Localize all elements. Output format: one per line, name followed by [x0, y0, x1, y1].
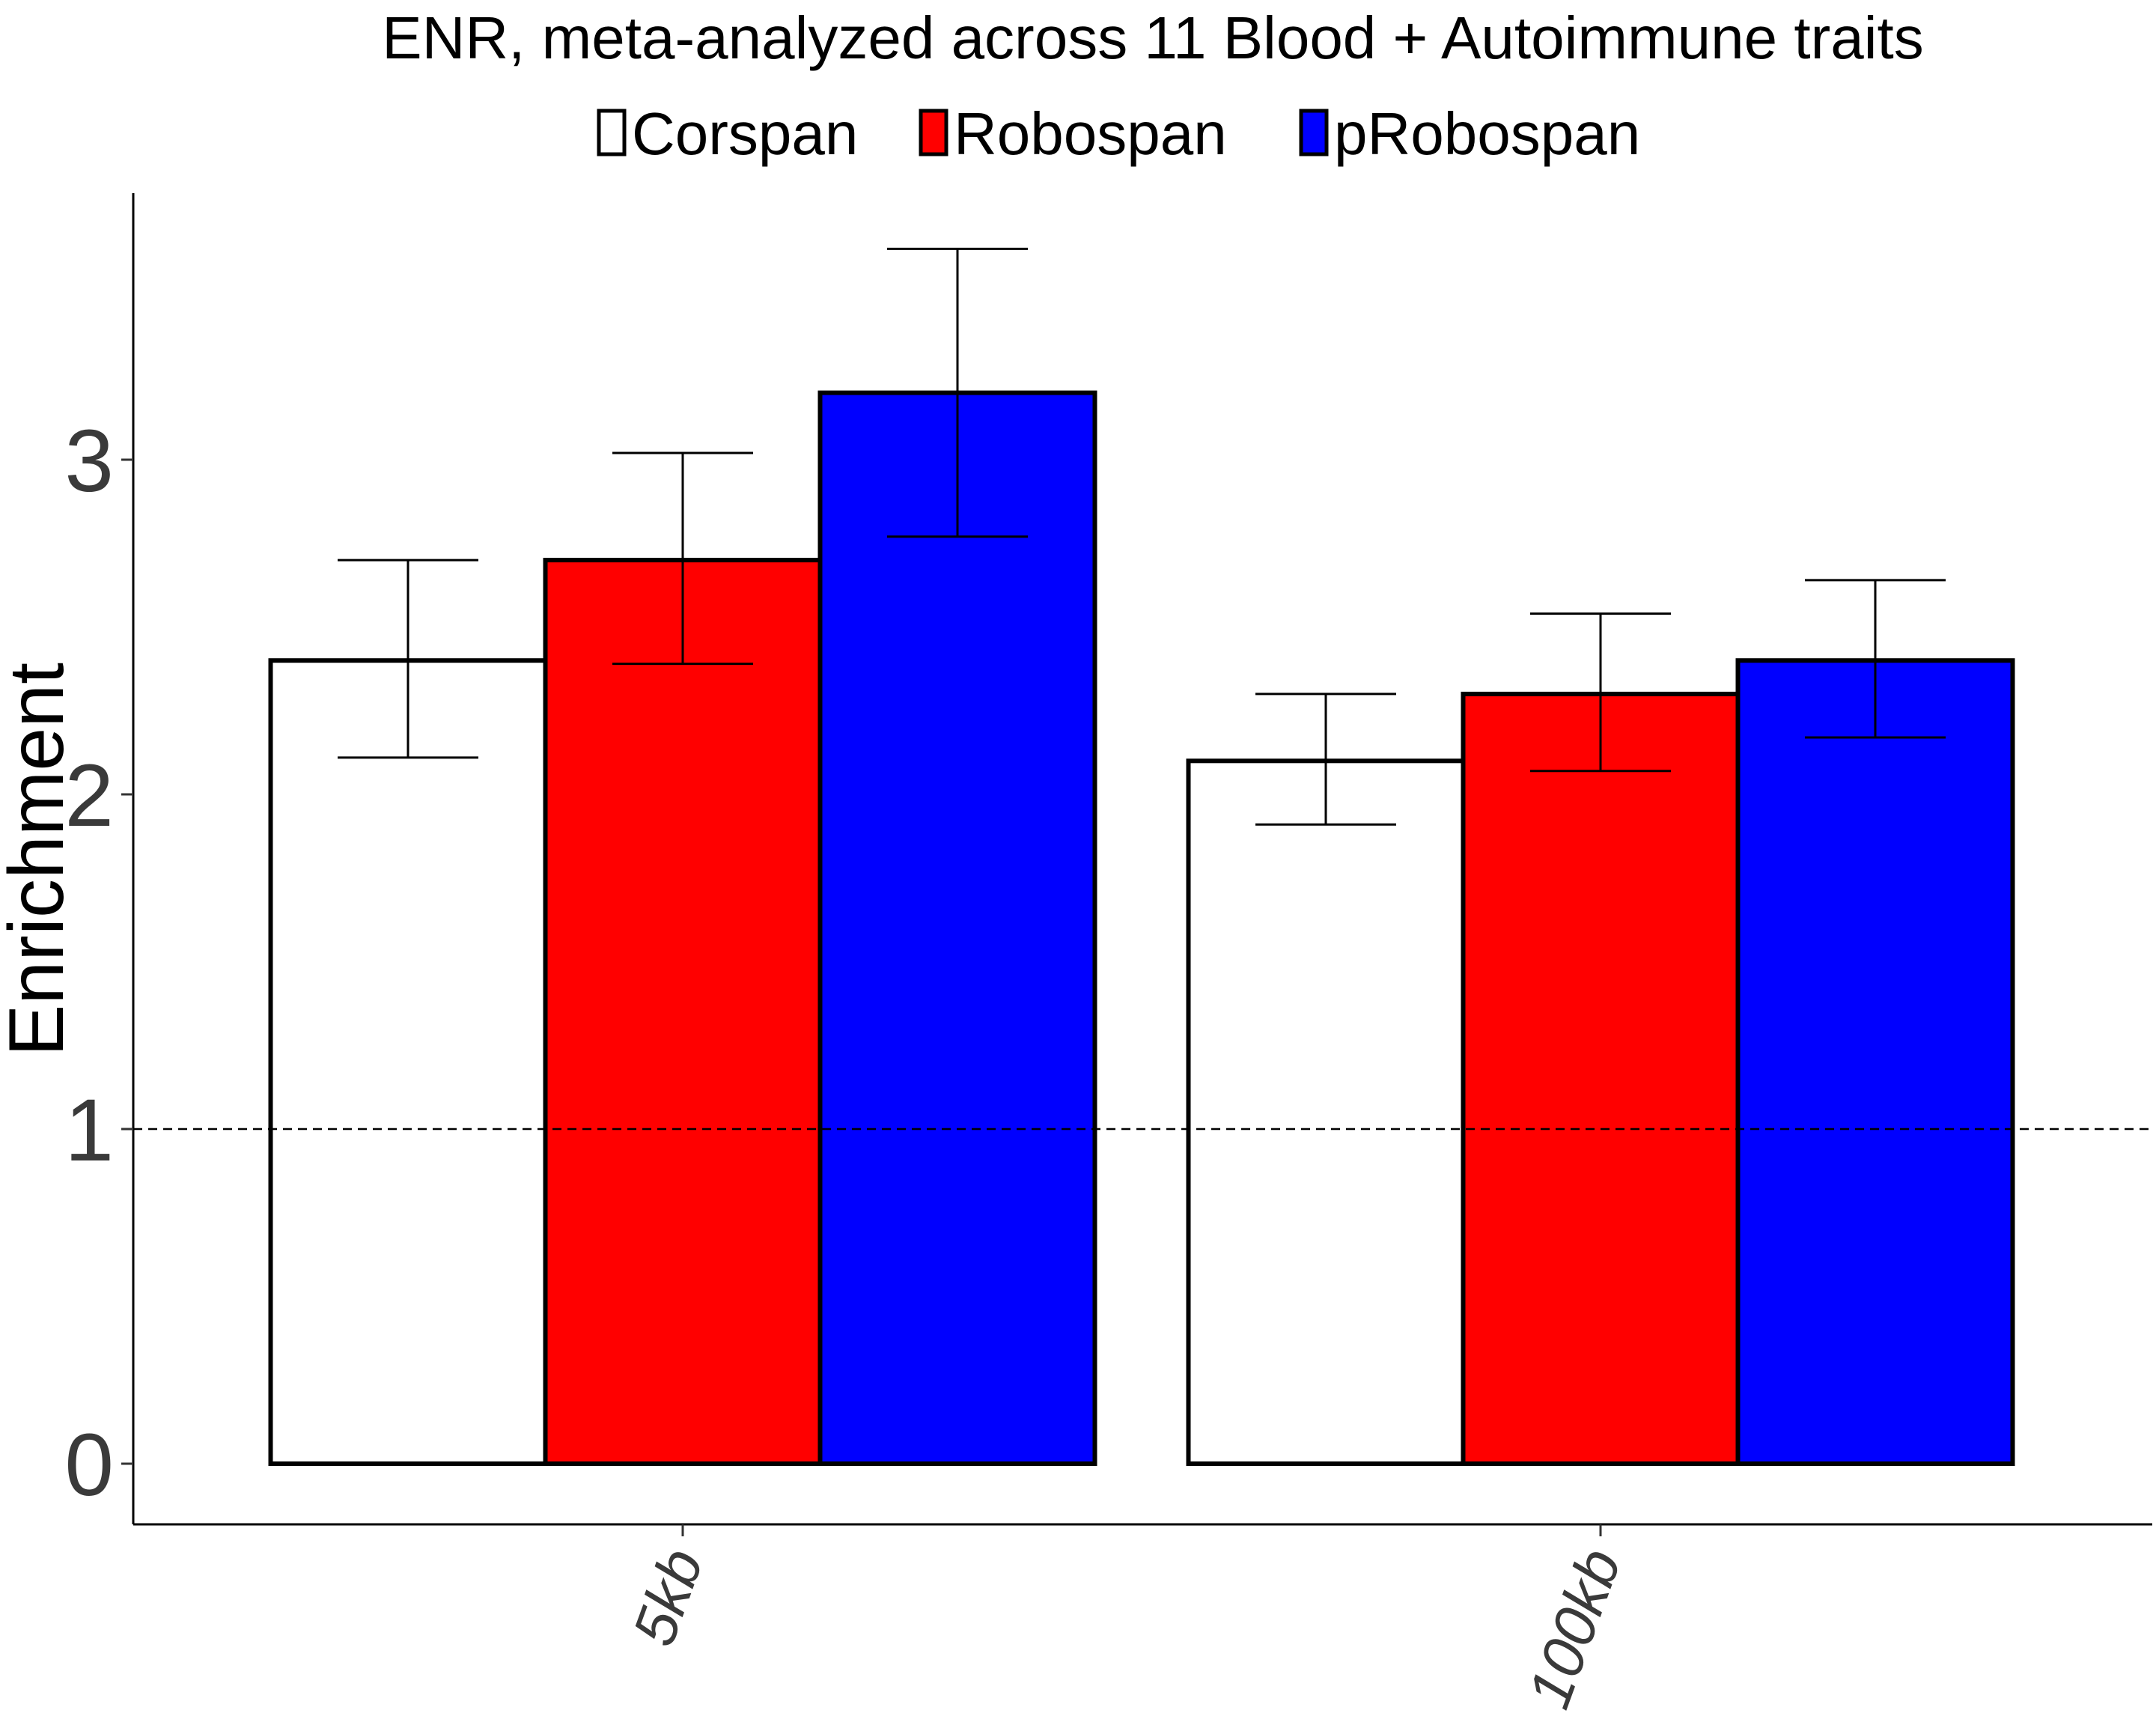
- legend-label: Corspan: [632, 100, 858, 167]
- error-bar: [612, 451, 753, 666]
- bar-robospan-100kb: [1461, 691, 1741, 1466]
- legend: Corspan Robospan pRobospan: [597, 100, 1640, 167]
- y-tick-label: 3: [64, 412, 114, 511]
- legend-swatch: [919, 109, 948, 156]
- bar-robospan-5kb: [543, 558, 823, 1466]
- error-bar: [1805, 579, 1946, 739]
- y-tick-label: 0: [64, 1416, 114, 1515]
- error-bar: [338, 559, 478, 759]
- x-tick-label: 5kb: [620, 1540, 716, 1654]
- legend-item-probospan: pRobospan: [1299, 100, 1640, 167]
- x-axis: 5kb 100kb: [133, 1523, 2152, 1717]
- y-tick-label: 1: [64, 1081, 114, 1180]
- legend-swatch: [1299, 109, 1329, 156]
- y-axis: 0 1 2 3: [64, 193, 135, 1524]
- bar-probospan-100kb: [1735, 658, 2015, 1467]
- error-bar: [887, 247, 1028, 538]
- plot-area: [133, 247, 2152, 1467]
- y-axis-title: Enrichment: [0, 663, 80, 1056]
- legend-item-robospan: Robospan: [919, 100, 1227, 167]
- bar-probospan-5kb: [817, 390, 1097, 1466]
- y-tick-label: 2: [64, 746, 114, 845]
- bar-corspan-100kb: [1186, 758, 1466, 1466]
- legend-item-corspan: Corspan: [597, 100, 858, 167]
- chart-title: ENR, meta-analyzed across 11 Blood + Aut…: [382, 4, 1924, 71]
- legend-label: pRobospan: [1334, 100, 1640, 167]
- legend-swatch: [597, 109, 627, 156]
- bar-corspan-5kb: [268, 658, 548, 1467]
- legend-label: Robospan: [954, 100, 1227, 167]
- error-bar: [1255, 693, 1396, 826]
- x-tick-label: 100kb: [1515, 1540, 1633, 1716]
- error-bar: [1530, 612, 1671, 773]
